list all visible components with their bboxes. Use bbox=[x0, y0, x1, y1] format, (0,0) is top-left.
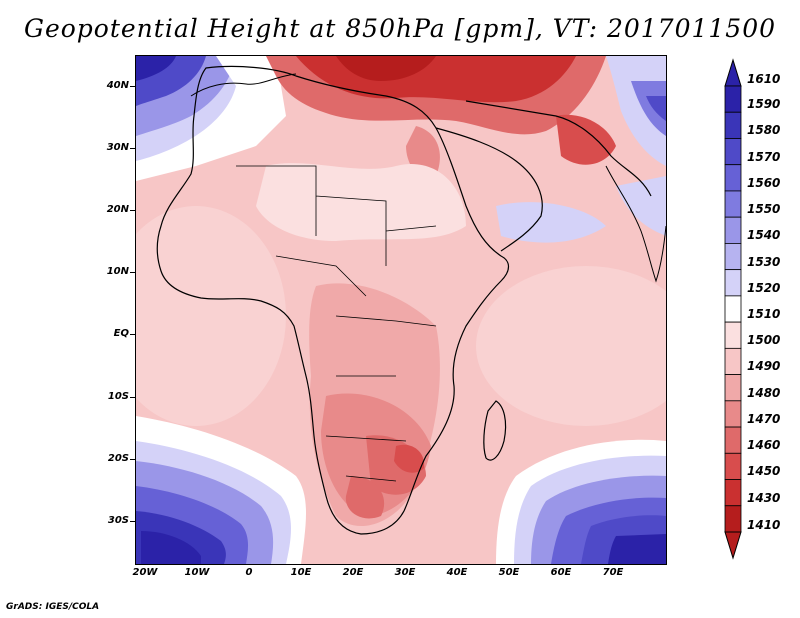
colorbar-box bbox=[724, 400, 742, 428]
colorbar-box bbox=[724, 452, 742, 480]
lon-label-10w: 10W bbox=[184, 567, 210, 578]
colorbar-box bbox=[724, 111, 742, 139]
lat-tick bbox=[130, 148, 135, 149]
colorbar-box bbox=[724, 216, 742, 244]
colorbar-label: 1580 bbox=[747, 123, 781, 138]
lon-label-50e: 50E bbox=[498, 567, 520, 578]
colorbar-label: 1460 bbox=[747, 438, 781, 453]
lat-label-30s: 30S bbox=[107, 515, 129, 526]
lat-label-10s: 10S bbox=[107, 391, 129, 402]
lat-tick bbox=[130, 459, 135, 460]
colorbar-box bbox=[724, 505, 742, 533]
lat-label-10n: 10N bbox=[106, 266, 129, 277]
colorbar-box bbox=[724, 138, 742, 166]
lon-label-30e: 30E bbox=[394, 567, 416, 578]
colorbar-box bbox=[724, 479, 742, 507]
colorbar-label: 1560 bbox=[747, 175, 781, 190]
colorbar-box bbox=[724, 295, 742, 323]
colorbar-label: 1550 bbox=[747, 202, 781, 217]
colorbar-label: 1480 bbox=[747, 385, 781, 400]
colorbar-box bbox=[724, 164, 742, 192]
footer-credit: GrADS: IGES/COLA bbox=[6, 602, 100, 612]
colorbar-label: 1450 bbox=[747, 464, 781, 479]
lat-label-40n: 40N bbox=[106, 80, 129, 91]
lat-tick bbox=[130, 272, 135, 273]
colorbar-box bbox=[724, 85, 742, 113]
colorbar-box bbox=[724, 190, 742, 218]
colorbar-box bbox=[724, 374, 742, 402]
lon-label-40e: 40E bbox=[446, 567, 468, 578]
colorbar-label: 1590 bbox=[747, 97, 781, 112]
colorbar bbox=[724, 58, 742, 560]
colorbar-label: 1510 bbox=[747, 307, 781, 321]
colorbar-label: 1430 bbox=[747, 490, 781, 505]
colorbar-box bbox=[724, 321, 742, 349]
lon-label-20e: 20E bbox=[342, 567, 364, 578]
colorbar-top-arrow bbox=[724, 58, 742, 87]
colorbar-label: 1410 bbox=[747, 518, 781, 532]
lat-tick bbox=[130, 521, 135, 522]
colorbar-label: 1500 bbox=[747, 333, 781, 348]
lat-tick bbox=[130, 210, 135, 211]
lon-label-0: 0 bbox=[245, 567, 253, 578]
colorbar-box bbox=[724, 269, 742, 297]
lat-tick bbox=[130, 86, 135, 87]
lat-tick bbox=[130, 334, 135, 335]
lat-label-20n: 20N bbox=[106, 204, 129, 215]
colorbar-bottom-arrow bbox=[724, 531, 742, 560]
chart-title: Geopotential Height at 850hPa [gpm], VT:… bbox=[23, 14, 777, 43]
lat-label-30n: 30N bbox=[106, 142, 129, 153]
colorbar-label: 1520 bbox=[747, 280, 781, 295]
colorbar-box bbox=[724, 426, 742, 454]
colorbar-label: 1570 bbox=[747, 149, 781, 164]
map-panel bbox=[135, 55, 667, 565]
colorbar-label: 1470 bbox=[747, 411, 781, 426]
lat-label-eq: EQ bbox=[113, 328, 129, 339]
height-field bbox=[136, 56, 666, 564]
colorbar-label: 1610 bbox=[747, 72, 781, 86]
colorbar-box bbox=[724, 243, 742, 271]
colorbar-label: 1490 bbox=[747, 359, 781, 374]
lon-label-20w: 20W bbox=[132, 567, 158, 578]
lon-label-60e: 60E bbox=[550, 567, 572, 578]
lon-label-10e: 10E bbox=[290, 567, 312, 578]
lon-label-70e: 70E bbox=[602, 567, 624, 578]
lat-tick bbox=[130, 397, 135, 398]
colorbar-boxes bbox=[724, 85, 742, 533]
colorbar-box bbox=[724, 347, 742, 375]
lat-label-20s: 20S bbox=[107, 453, 129, 464]
colorbar-label: 1530 bbox=[747, 254, 781, 269]
colorbar-label: 1540 bbox=[747, 228, 781, 243]
